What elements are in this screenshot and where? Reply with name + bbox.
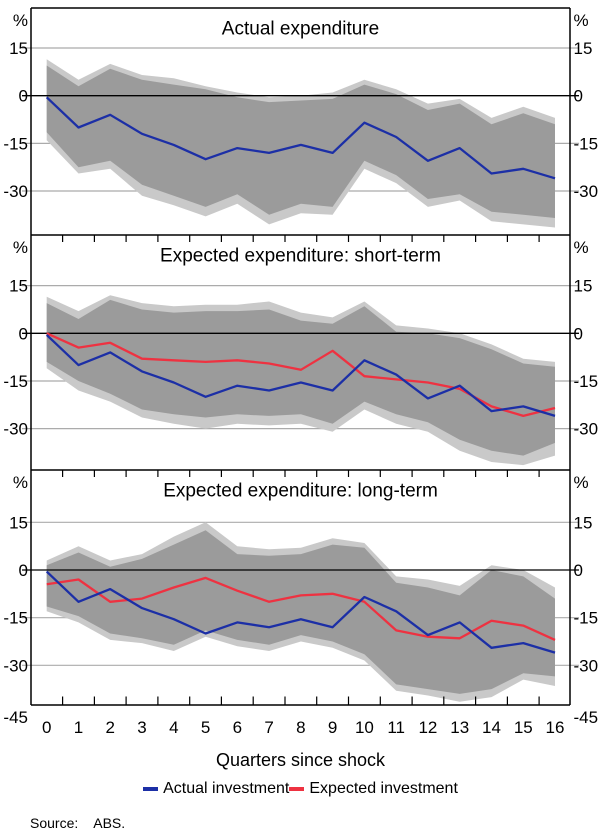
y-tick-label: -15 [3,609,28,628]
y-axis-unit: % [574,473,589,492]
y-tick-label: 15 [9,39,28,58]
x-tick-label: 0 [42,718,51,737]
source-label: Source: [30,815,79,831]
x-tick-label: 3 [137,718,146,737]
source-note: Source: ABS. [30,815,125,831]
x-tick-label: 6 [233,718,242,737]
panels-chart: Actual expenditure% %15 150 0-15 -15-30 -30Ex… [3,7,599,737]
y-tick-label: -30 [574,656,599,675]
y-tick-label: 0 [19,324,28,343]
legend-item-actual: Actual investment [143,780,289,798]
y-tick-label: 15 [574,39,593,58]
y-tick-label: -30 [3,420,28,439]
x-tick-label: 12 [418,718,437,737]
y-tick-label: 0 [574,561,583,580]
legend-item-expected: Expected investment [289,780,458,798]
y-tick-label: 15 [574,513,593,532]
series-actual-investment [45,96,556,180]
y-tick-label: -15 [574,609,599,628]
x-tick-label: 5 [201,718,210,737]
confidence-band-dark [46,65,555,218]
x-tick-label: 15 [514,718,533,737]
x-tick-label: 14 [482,718,501,737]
series-actual-investment [45,334,556,418]
y-axis-unit: % [13,11,28,30]
y-tick-label: 0 [19,87,28,106]
x-tick-label: 2 [105,718,114,737]
y-axis-unit: % [13,238,28,257]
legend-label-actual: Actual investment [163,780,290,797]
legend-label-expected: Expected investment [309,780,458,797]
y-axis-unit: % [574,238,589,257]
y-tick-label: 0 [19,561,28,580]
confidence-band-dark [46,530,555,694]
x-tick-label: 11 [387,718,405,737]
y-tick-label: -30 [574,182,599,201]
x-tick-label: 9 [328,718,337,737]
y-tick-label: -45 [3,708,28,727]
series-expected-investment [46,576,556,641]
x-tick-label: 16 [546,718,565,737]
expected-line-swatch [289,787,305,791]
y-tick-label: 0 [574,324,583,343]
source-value: ABS. [93,815,126,831]
x-tick-label: 8 [296,718,305,737]
y-tick-label: -45 [574,708,599,727]
y-tick-label: 0 [574,87,583,106]
panel-title: Expected expenditure: short-term [160,246,441,267]
y-tick-label: -15 [574,134,599,153]
y-tick-label: -15 [574,372,599,391]
x-tick-label: 4 [169,718,178,737]
y-tick-label: -15 [3,372,28,391]
x-tick-label: 1 [74,718,83,737]
x-tick-label: 10 [355,718,374,737]
x-tick-label: 7 [264,718,273,737]
y-tick-label: 15 [574,277,593,296]
x-axis-title: Quarters since shock [215,750,386,770]
actual-line-swatch [143,787,159,791]
panel-title: Actual expenditure [222,19,379,40]
confidence-band-dark [46,299,555,456]
y-axis-unit: % [13,473,28,492]
x-tick-label: 13 [450,718,469,737]
y-tick-label: -30 [3,182,28,201]
series-actual-investment [45,570,556,654]
y-tick-label: -15 [3,134,28,153]
panel-title: Expected expenditure: long-term [163,481,438,502]
y-tick-label: 15 [9,513,28,532]
legend: Actual investment Expected investment [0,780,601,798]
y-tick-label: -30 [574,420,599,439]
y-tick-label: -30 [3,656,28,675]
y-tick-label: 15 [9,277,28,296]
y-axis-unit: % [574,11,589,30]
